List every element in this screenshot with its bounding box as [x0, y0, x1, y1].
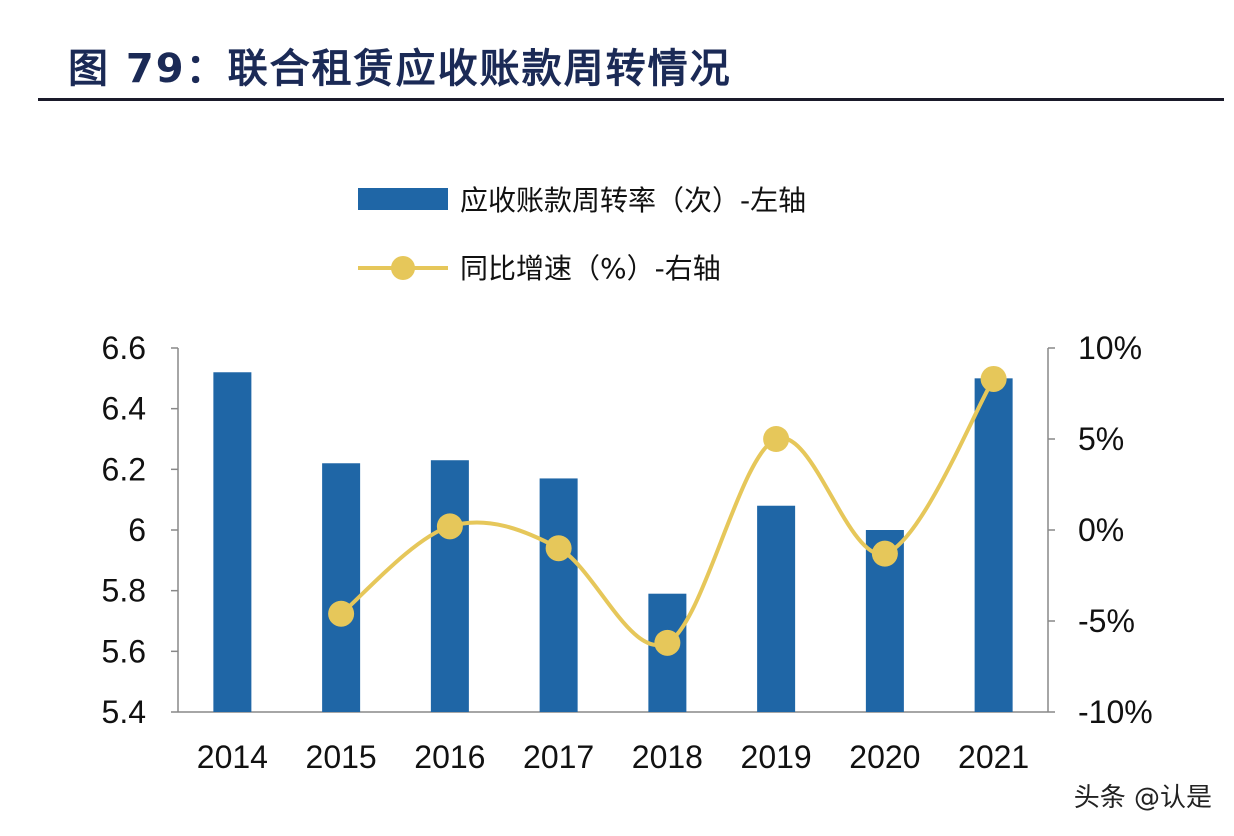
growth-point-2018 [654, 629, 681, 656]
right-tick-label: 10% [1078, 330, 1142, 366]
growth-point-2021 [980, 365, 1007, 392]
left-tick-label: 5.6 [102, 633, 146, 669]
right-tick-label: 5% [1078, 421, 1124, 457]
right-tick-label: -5% [1078, 603, 1135, 639]
growth-point-2019 [763, 426, 790, 452]
bar-2015 [322, 463, 361, 712]
growth-point-2020 [871, 540, 898, 567]
x-tick-label: 2015 [306, 739, 377, 775]
bar-2021 [974, 378, 1013, 712]
bar-2019 [757, 505, 796, 712]
legend-line-marker [391, 256, 415, 280]
left-tick-label: 5.4 [102, 694, 146, 730]
growth-point-2017 [545, 535, 572, 562]
bar-2016 [430, 460, 469, 712]
x-tick-label: 2021 [958, 739, 1029, 775]
growth-point-2016 [436, 513, 463, 540]
title-rule [38, 98, 1224, 101]
figure-title: 图 79：联合租赁应收账款周转情况 [68, 46, 732, 92]
left-tick-label: 6.4 [102, 391, 146, 427]
x-tick-label: 2020 [849, 739, 920, 775]
legend-line-label: 同比增速（%）-右轴 [460, 252, 721, 285]
left-tick-label: 6.6 [102, 330, 146, 366]
x-tick-label: 2018 [632, 739, 703, 775]
right-tick-label: 0% [1078, 512, 1124, 548]
left-tick-label: 6.2 [102, 451, 146, 487]
legend-bar-label: 应收账款周转率（次）-左轴 [460, 184, 806, 217]
bar-2017 [539, 478, 578, 712]
left-tick-label: 6 [128, 512, 146, 548]
x-tick-label: 2017 [523, 739, 594, 775]
x-tick-label: 2019 [741, 739, 812, 775]
bar-2014 [213, 372, 252, 712]
left-tick-label: 5.8 [102, 573, 146, 609]
x-tick-label: 2014 [197, 739, 268, 775]
watermark: 头条 @认是 [1073, 783, 1212, 813]
x-tick-label: 2016 [414, 739, 485, 775]
right-tick-label: -10% [1078, 694, 1153, 730]
legend-bar-swatch [358, 188, 448, 210]
growth-point-2015 [328, 600, 355, 627]
